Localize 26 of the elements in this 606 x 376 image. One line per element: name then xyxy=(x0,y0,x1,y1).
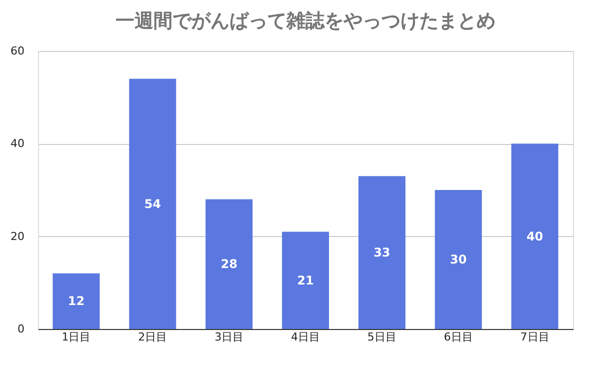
y-tick-label: 60 xyxy=(10,44,24,58)
data-label: 33 xyxy=(374,246,390,260)
y-tick-label: 20 xyxy=(10,230,24,243)
x-tick-label: 5日目 xyxy=(367,330,396,344)
chart-title: 一週間でがんばって雑誌をやっつけたまとめ xyxy=(116,10,496,32)
bar xyxy=(52,273,100,329)
data-label: 40 xyxy=(526,229,544,244)
x-tick-label: 4日目 xyxy=(291,330,320,344)
y-tick-label: 40 xyxy=(10,137,24,150)
data-label: 21 xyxy=(297,273,314,288)
data-label: 54 xyxy=(144,196,161,211)
bar xyxy=(282,232,329,329)
x-tick-label: 7日目 xyxy=(520,330,550,344)
x-tick-label: 2日目 xyxy=(138,330,168,344)
data-label: 28 xyxy=(220,257,238,272)
data-label: 12 xyxy=(68,294,85,308)
data-label: 30 xyxy=(450,252,467,266)
bar xyxy=(358,176,406,329)
x-tick-label: 6日目 xyxy=(444,330,473,344)
x-tick-label: 1日目 xyxy=(62,330,91,344)
x-tick-label: 3日目 xyxy=(214,330,244,344)
bar xyxy=(206,199,253,329)
bar xyxy=(129,78,176,329)
bar xyxy=(434,190,482,329)
y-tick-label: 0 xyxy=(18,322,24,336)
bar xyxy=(511,144,558,329)
